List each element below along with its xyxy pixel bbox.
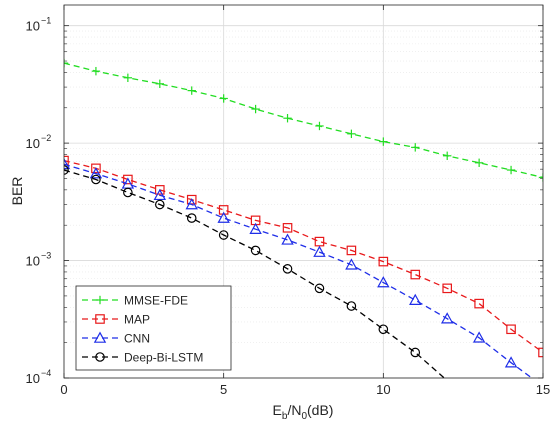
data-point <box>123 73 133 82</box>
x-label-slash: /N <box>287 402 301 418</box>
y-tick-exponent: −4 <box>41 368 51 378</box>
data-point <box>314 283 325 294</box>
y-tick-label: 10 <box>26 254 40 269</box>
series-line <box>64 62 543 179</box>
series-mmse-fde <box>64 58 543 182</box>
legend-label: Deep-Bi-LSTM <box>124 351 203 365</box>
data-point <box>281 233 294 245</box>
legend-label: CNN <box>124 332 150 346</box>
data-point <box>347 129 356 139</box>
y-tick-exponent: −1 <box>41 16 51 26</box>
data-point <box>282 223 293 233</box>
data-point <box>443 151 452 160</box>
data-point <box>504 356 518 368</box>
legend-marker <box>95 352 105 362</box>
x-tick-label: 10 <box>376 382 390 397</box>
series-cnn <box>64 157 533 378</box>
data-point <box>155 79 164 88</box>
legend-label: MAP <box>124 313 150 327</box>
series-deep-bi-lstm <box>64 165 446 378</box>
y-tick-label: 10 <box>26 371 40 386</box>
x-tick-label: 15 <box>536 382 550 397</box>
data-point <box>346 245 357 256</box>
data-point <box>89 167 103 179</box>
x-tick-label: 0 <box>60 382 67 397</box>
data-point <box>91 163 101 174</box>
data-point <box>440 312 454 324</box>
y-tick-exponent: −3 <box>41 251 51 261</box>
series-map <box>64 155 543 358</box>
data-point <box>218 230 229 240</box>
data-point <box>187 86 196 95</box>
data-point <box>506 324 516 335</box>
legend-marker <box>93 331 107 343</box>
data-point <box>91 66 101 76</box>
data-point <box>538 173 543 182</box>
data-point <box>219 94 228 103</box>
data-point <box>313 245 326 257</box>
x-label-main: E <box>273 402 282 418</box>
data-point <box>378 256 389 267</box>
data-point <box>155 185 165 195</box>
series-layer <box>64 58 543 378</box>
grid-lines <box>63 5 544 379</box>
series-line <box>64 159 543 353</box>
data-point <box>506 165 516 175</box>
legend-marker <box>95 295 105 305</box>
legend-label: MMSE-FDE <box>124 294 188 308</box>
plot-frame <box>63 4 544 379</box>
data-point <box>250 245 261 256</box>
data-point <box>346 301 357 311</box>
data-point <box>123 174 133 185</box>
data-point <box>411 143 420 152</box>
legend: MMSE-FDE MAP CNN Deep-Bi-LSTM <box>75 285 232 371</box>
x-label-sub-b: b <box>282 411 288 422</box>
x-axis-label: Eb/N0(dB) <box>273 402 334 422</box>
data-point <box>315 121 324 131</box>
data-point <box>345 258 358 270</box>
x-label-unit: (dB) <box>307 402 333 418</box>
data-point <box>185 198 198 210</box>
data-point <box>153 188 167 201</box>
series-line <box>64 163 533 378</box>
data-point <box>251 104 260 114</box>
data-point <box>409 293 422 305</box>
y-axis-label: BER <box>9 177 25 206</box>
data-point <box>64 155 69 166</box>
legend-marker <box>95 314 105 324</box>
data-point <box>283 114 292 123</box>
x-label-sub-0: 0 <box>301 411 307 422</box>
y-tick-exponent: −2 <box>41 133 51 143</box>
data-point <box>377 276 390 288</box>
data-point <box>474 158 484 167</box>
data-point <box>64 58 69 68</box>
data-point <box>123 187 133 198</box>
data-point <box>474 298 484 309</box>
data-point <box>378 324 389 335</box>
legend-entry: CNN <box>82 332 150 346</box>
legend-entry: MMSE-FDE <box>82 294 188 308</box>
data-point <box>155 199 165 210</box>
data-point <box>282 264 293 274</box>
data-point <box>442 283 452 294</box>
data-point <box>472 331 486 343</box>
legend-entry: MAP <box>82 313 150 327</box>
data-point <box>217 211 230 223</box>
data-point <box>379 137 388 146</box>
y-tick-label: 10 <box>26 136 40 151</box>
x-tick-label: 5 <box>220 382 227 397</box>
legend-entry: Deep-Bi-LSTM <box>82 351 203 365</box>
data-point <box>91 174 101 185</box>
y-tick-label: 10 <box>26 19 40 34</box>
data-point <box>186 213 197 223</box>
data-point <box>249 222 262 234</box>
data-point <box>64 165 69 175</box>
data-point <box>64 157 71 170</box>
data-point <box>410 269 421 280</box>
data-point <box>410 347 421 358</box>
